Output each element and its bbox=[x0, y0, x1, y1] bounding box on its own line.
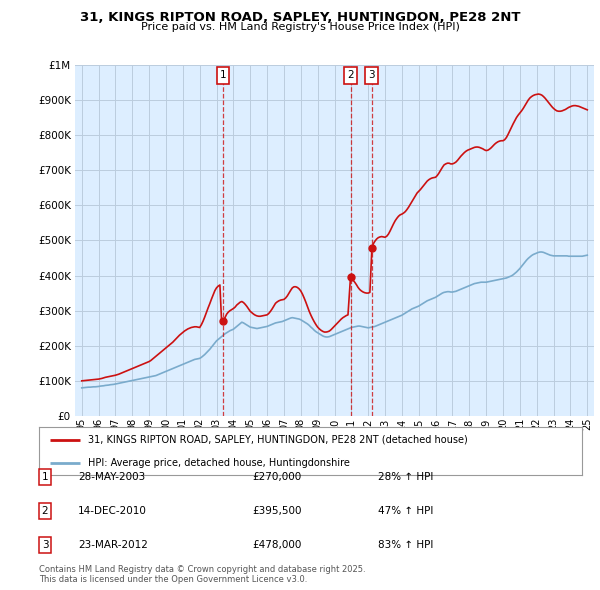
Text: £478,000: £478,000 bbox=[252, 540, 301, 550]
Text: 83% ↑ HPI: 83% ↑ HPI bbox=[378, 540, 433, 550]
Text: 47% ↑ HPI: 47% ↑ HPI bbox=[378, 506, 433, 516]
Text: HPI: Average price, detached house, Huntingdonshire: HPI: Average price, detached house, Hunt… bbox=[88, 458, 350, 468]
Text: £395,500: £395,500 bbox=[252, 506, 302, 516]
Text: 14-DEC-2010: 14-DEC-2010 bbox=[78, 506, 147, 516]
Text: 31, KINGS RIPTON ROAD, SAPLEY, HUNTINGDON, PE28 2NT: 31, KINGS RIPTON ROAD, SAPLEY, HUNTINGDO… bbox=[80, 11, 520, 24]
Text: 3: 3 bbox=[41, 540, 49, 550]
Text: Contains HM Land Registry data © Crown copyright and database right 2025.
This d: Contains HM Land Registry data © Crown c… bbox=[39, 565, 365, 584]
Text: 2: 2 bbox=[347, 70, 354, 80]
Text: 2: 2 bbox=[41, 506, 49, 516]
Text: 28% ↑ HPI: 28% ↑ HPI bbox=[378, 472, 433, 481]
Text: 3: 3 bbox=[368, 70, 375, 80]
Text: £270,000: £270,000 bbox=[252, 472, 301, 481]
Text: 1: 1 bbox=[41, 472, 49, 481]
Text: 31, KINGS RIPTON ROAD, SAPLEY, HUNTINGDON, PE28 2NT (detached house): 31, KINGS RIPTON ROAD, SAPLEY, HUNTINGDO… bbox=[88, 435, 467, 445]
Text: 23-MAR-2012: 23-MAR-2012 bbox=[78, 540, 148, 550]
Text: 28-MAY-2003: 28-MAY-2003 bbox=[78, 472, 145, 481]
Text: Price paid vs. HM Land Registry's House Price Index (HPI): Price paid vs. HM Land Registry's House … bbox=[140, 22, 460, 32]
Text: 1: 1 bbox=[220, 70, 226, 80]
